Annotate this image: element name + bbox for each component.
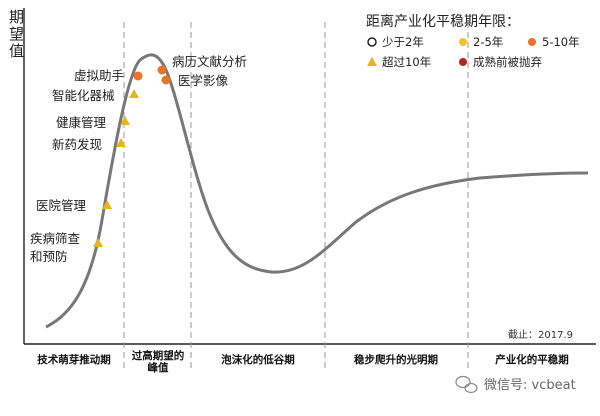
hype-cycle-curve [45,53,589,329]
watermark: 微信号: vcbeat [455,375,576,394]
marker-hospital-management-icon [102,200,112,209]
legend-item-abandoned: 成熟前被抛弃 [473,55,542,69]
label-hospital-management: 医院管理 [36,198,87,213]
phase-peak-expectations: 过高期望的峰值 [132,349,185,374]
label-medical-imaging: 医学影像 [178,73,229,88]
label-drug-discovery: 新药发现 [52,137,102,152]
marker-disease-screening-icon [93,238,103,247]
legend-item-2-5: 2-5年 [473,35,503,49]
marker-medical-records-icon [157,65,167,75]
y-axis-label: 期望值 [9,8,24,60]
phase-trough: 泡沫化的低谷期 [221,353,295,366]
legend-yellow-dot-icon [459,38,467,46]
cutoff-note: 截止：2017.9 [508,328,573,341]
marker-medical-imaging-icon [161,75,171,85]
label-smart-device: 智能化器械 [52,88,115,103]
marker-health-management-icon [120,116,130,125]
phase-slope-enlightenment: 稳步爬升的光明期 [354,353,438,366]
marker-smart-device-icon [129,89,139,98]
marker-virtual-assistant-icon [133,71,143,81]
legend-item-over-10: 超过10年 [382,55,431,69]
label-health-management: 健康管理 [56,115,107,130]
label-disease-screening: 疾病筛查和预防 [30,231,81,264]
phase-innovation-trigger: 技术萌芽推动期 [37,353,111,366]
label-virtual-assistant: 虚拟助手 [74,68,124,83]
legend-item-less-than-2: 少于2年 [382,35,424,49]
legend-orange-dot-icon [528,38,536,46]
legend-ring-icon [367,37,377,47]
legend: 距离产业化平稳期年限： 少于2年 2-5年 5-10年 超过10年 成熟前被抛弃 [366,13,580,69]
marker-drug-discovery-icon [116,138,126,147]
phase-plateau: 产业化的平稳期 [495,353,569,366]
label-medical-records: 病历文献分析 [172,54,247,69]
wechat-icon [455,375,478,394]
legend-triangle-icon [367,57,377,66]
legend-item-5-10: 5-10年 [542,35,580,49]
watermark-text: 微信号: vcbeat [484,378,576,393]
legend-red-dot-icon [459,58,467,66]
legend-title: 距离产业化平稳期年限： [366,13,520,30]
